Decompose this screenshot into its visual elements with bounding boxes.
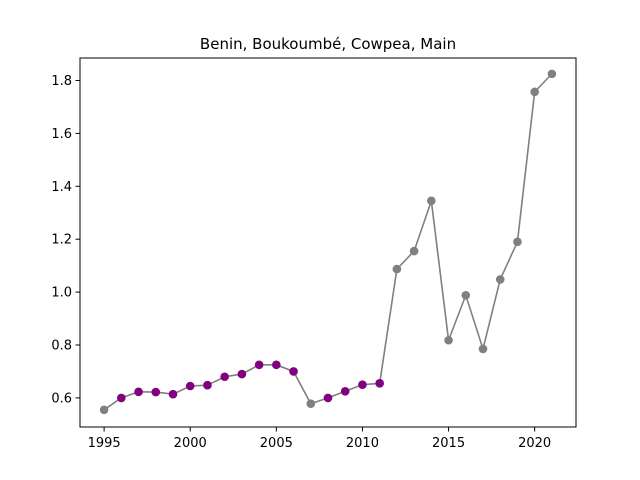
data-point-2017 xyxy=(478,344,488,354)
data-point-2015 xyxy=(444,335,453,345)
data-point-2004 xyxy=(254,360,264,370)
data-point-2013 xyxy=(409,246,419,256)
x-tick-label: 2010 xyxy=(346,436,379,451)
y-tick-label: 0.6 xyxy=(51,391,72,406)
data-point-2019 xyxy=(513,237,522,247)
data-point-2011 xyxy=(375,379,384,388)
y-tick-label: 1.0 xyxy=(51,286,72,301)
data-point-2020 xyxy=(530,87,539,97)
data-point-1995 xyxy=(99,405,109,415)
data-point-1999 xyxy=(168,389,178,399)
data-point-2005 xyxy=(272,360,281,370)
data-point-2003 xyxy=(237,369,247,379)
data-point-2001 xyxy=(203,380,212,390)
data-point-2012 xyxy=(392,264,402,274)
data-point-2014 xyxy=(427,196,436,206)
axes-frame xyxy=(79,57,577,428)
y-tick-label: 1.6 xyxy=(51,127,72,142)
y-tick-label: 1.4 xyxy=(51,180,72,195)
x-tick-label: 2020 xyxy=(518,436,551,451)
data-point-2018 xyxy=(495,275,505,284)
chart-title: Benin, Boukoumbé, Cowpea, Main xyxy=(200,35,456,53)
data-point-1996 xyxy=(117,393,126,403)
y-tick-label: 0.8 xyxy=(51,339,72,354)
data-point-2002 xyxy=(220,372,229,382)
data-point-1998 xyxy=(151,387,161,397)
plot-area: 1995 2000 2005 2010 2015 2020 0.6 0.8 1.0 1.2 1.4 1… xyxy=(51,69,557,451)
data-point-2000 xyxy=(185,381,195,391)
x-tick-label: 2000 xyxy=(174,436,207,451)
x-tick-label: 2005 xyxy=(260,436,293,451)
data-point-2021 xyxy=(547,69,557,79)
data-point-2016 xyxy=(461,290,471,300)
data-point-2009 xyxy=(340,386,350,396)
x-tick-label: 2015 xyxy=(432,436,465,451)
data-point-2007 xyxy=(306,399,316,409)
data-point-2006 xyxy=(289,367,298,376)
y-tick-label: 1.2 xyxy=(51,233,72,248)
x-tick-label: 1995 xyxy=(88,436,121,451)
data-point-2010 xyxy=(358,380,367,389)
data-point-1997 xyxy=(134,387,143,397)
y-tick-label: 1.8 xyxy=(51,74,72,89)
data-point-2008 xyxy=(323,393,333,403)
